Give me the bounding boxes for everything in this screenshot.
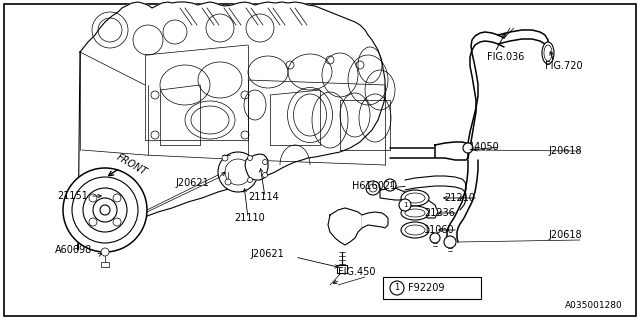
Circle shape: [262, 172, 268, 178]
Text: J20618: J20618: [548, 230, 582, 240]
Text: FIG.036: FIG.036: [487, 52, 524, 62]
Text: A60698: A60698: [55, 245, 92, 255]
Polygon shape: [435, 142, 468, 160]
Circle shape: [463, 143, 473, 153]
Text: H616021: H616021: [352, 181, 396, 191]
Text: FIG.450: FIG.450: [338, 267, 376, 277]
Polygon shape: [78, 2, 385, 250]
Text: J20621: J20621: [250, 249, 284, 259]
Circle shape: [225, 179, 231, 185]
Circle shape: [113, 194, 121, 202]
Circle shape: [93, 198, 117, 222]
Circle shape: [366, 181, 380, 195]
Text: 21114: 21114: [248, 192, 279, 202]
Circle shape: [100, 205, 110, 215]
Ellipse shape: [542, 42, 554, 64]
Polygon shape: [362, 212, 388, 228]
Text: 11060: 11060: [424, 225, 454, 235]
Circle shape: [430, 233, 440, 243]
Bar: [337, 265, 347, 273]
Circle shape: [113, 218, 121, 226]
Text: FRONT: FRONT: [115, 152, 149, 178]
Text: F92209: F92209: [408, 283, 445, 293]
Text: 21110: 21110: [234, 213, 265, 223]
Ellipse shape: [401, 222, 429, 238]
Bar: [101, 262, 109, 267]
Circle shape: [63, 168, 147, 252]
Text: 14050: 14050: [469, 142, 500, 152]
Polygon shape: [328, 208, 362, 245]
Text: J20621: J20621: [175, 178, 209, 188]
Text: 21236: 21236: [424, 208, 455, 218]
Text: 21151: 21151: [57, 191, 88, 201]
Bar: [383, 277, 481, 299]
Polygon shape: [224, 156, 252, 186]
Circle shape: [390, 281, 404, 295]
Circle shape: [444, 236, 456, 248]
Circle shape: [384, 179, 396, 191]
Text: 1: 1: [388, 182, 392, 188]
Circle shape: [262, 159, 268, 164]
Circle shape: [89, 194, 97, 202]
Text: J20618: J20618: [548, 146, 582, 156]
Text: FIG.720: FIG.720: [545, 61, 582, 71]
Polygon shape: [245, 154, 268, 180]
Circle shape: [218, 152, 258, 192]
Circle shape: [83, 188, 127, 232]
Polygon shape: [405, 198, 438, 218]
Text: A035001280: A035001280: [565, 300, 623, 309]
Circle shape: [248, 178, 253, 182]
Circle shape: [222, 155, 228, 161]
Ellipse shape: [401, 206, 429, 220]
Circle shape: [101, 248, 109, 256]
Text: 1: 1: [403, 202, 407, 208]
Circle shape: [89, 218, 97, 226]
Polygon shape: [380, 188, 405, 200]
Circle shape: [248, 156, 253, 161]
Ellipse shape: [401, 190, 429, 206]
Text: 1: 1: [394, 284, 399, 292]
Circle shape: [399, 199, 411, 211]
Text: 21210: 21210: [444, 193, 475, 203]
